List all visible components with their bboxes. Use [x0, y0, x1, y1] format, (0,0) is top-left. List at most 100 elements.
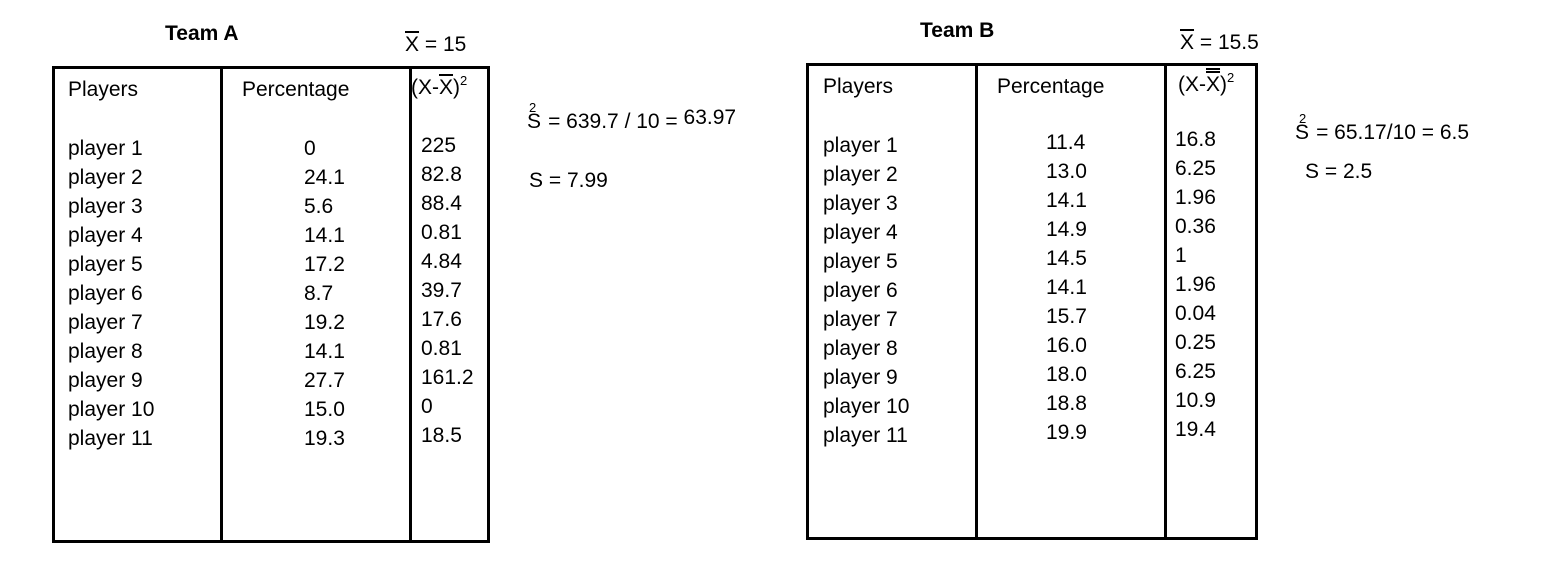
team-a-header-percentage: Percentage	[242, 78, 350, 101]
list-item: 1.96	[1175, 186, 1216, 209]
team-a-mean: X = 15	[405, 33, 466, 57]
list-item: 13.0	[1046, 160, 1087, 183]
list-item: 0	[421, 395, 433, 418]
list-item: 1	[1175, 244, 1187, 267]
team-a-header-deviation: (X-X)2	[411, 73, 468, 99]
list-item: 19.4	[1175, 418, 1216, 441]
list-item: player 10	[823, 395, 910, 418]
list-item: 0	[304, 137, 316, 160]
list-item: 1.96	[1175, 273, 1216, 296]
list-item: 24.1	[304, 166, 345, 189]
list-item: player 3	[823, 192, 898, 215]
team-a-title: Team A	[165, 22, 239, 45]
team-b-variance-symbol: S	[1295, 121, 1310, 144]
list-item: 17.6	[421, 308, 462, 331]
list-item: 16.0	[1046, 334, 1087, 357]
list-item: player 5	[68, 253, 143, 276]
list-item: player 2	[823, 163, 898, 186]
team-b-players-column: player 1 player 2 player 3 player 4 play…	[823, 131, 973, 450]
team-b-variance-equation: = 65.17/10 = 6.5	[1310, 121, 1470, 144]
team-b-header-deviation-sup: 2	[1227, 70, 1235, 85]
team-a-percentage-column: 0 24.1 5.6 14.1 17.2 8.7 19.2 14.1 27.7 …	[304, 134, 404, 453]
list-item: 0.04	[1175, 302, 1216, 325]
team-a-standard-deviation: S = 7.99	[529, 169, 608, 192]
team-a-variance-symbol: S	[527, 110, 542, 133]
list-item: 0.25	[1175, 331, 1216, 354]
team-a-players-column: player 1 player 2 player 3 player 4 play…	[68, 134, 218, 453]
list-item: 18.0	[1046, 363, 1087, 386]
team-b-mean-symbol: X	[1180, 31, 1195, 54]
team-a-variance-equation: = 639.7 / 10 =	[542, 110, 684, 133]
team-a-header-players: Players	[68, 78, 139, 101]
team-b-mean-value: = 15.5	[1194, 31, 1259, 54]
list-item: 15.7	[1046, 305, 1087, 328]
list-item: player 10	[68, 398, 155, 421]
list-item: player 9	[68, 369, 143, 392]
team-b-column-divider-2	[1164, 63, 1167, 540]
list-item: player 6	[823, 279, 898, 302]
list-item: 10.9	[1175, 389, 1216, 412]
list-item: player 3	[68, 195, 143, 218]
list-item: player 9	[823, 366, 898, 389]
list-item: player 8	[68, 340, 143, 363]
list-item: player 2	[68, 166, 143, 189]
list-item: player 5	[823, 250, 898, 273]
list-item: 14.1	[304, 340, 345, 363]
team-a-variance: S2 = 639.7 / 10 = 63.97	[527, 100, 736, 134]
list-item: 0.81	[421, 221, 462, 244]
list-item: player 6	[68, 282, 143, 305]
team-a-mean-symbol: X	[405, 33, 420, 56]
team-b-title: Team B	[920, 19, 995, 42]
team-a-mean-value: = 15	[419, 33, 467, 56]
list-item: 4.84	[421, 250, 462, 273]
team-b-variance: S2 = 65.17/10 = 6.5	[1295, 111, 1470, 145]
list-item: player 11	[823, 424, 908, 447]
team-a-table	[52, 66, 490, 543]
team-b-column-divider-1	[975, 63, 978, 540]
team-b-header-players: Players	[823, 75, 894, 98]
list-item: 16.8	[1175, 128, 1216, 151]
list-item: 0.36	[1175, 215, 1216, 238]
team-b-variance-sup: 2	[1299, 111, 1307, 126]
list-item: 14.1	[1046, 189, 1087, 212]
list-item: 6.25	[1175, 360, 1216, 383]
list-item: 161.2	[421, 366, 474, 389]
list-item: 88.4	[421, 192, 462, 215]
team-b-mean: X = 15.5	[1180, 31, 1259, 55]
list-item: 8.7	[304, 282, 334, 305]
list-item: 0.81	[421, 337, 462, 360]
list-item: 39.7	[421, 279, 462, 302]
list-item: 11.4	[1046, 131, 1086, 154]
team-b-header-deviation: (X-X)2	[1178, 70, 1235, 96]
list-item: player 1	[68, 137, 143, 160]
list-item: player 4	[823, 221, 898, 244]
team-a-variance-result: 63.97	[683, 106, 737, 129]
list-item: 14.9	[1046, 218, 1087, 241]
list-item: player 7	[68, 311, 143, 334]
list-item: 17.2	[304, 253, 345, 276]
list-item: player 8	[823, 337, 898, 360]
team-b-header-percentage: Percentage	[997, 75, 1105, 98]
list-item: 18.5	[421, 424, 462, 447]
list-item: 14.1	[1046, 276, 1087, 299]
list-item: 82.8	[421, 163, 462, 186]
list-item: 14.1	[304, 224, 345, 247]
list-item: player 4	[68, 224, 143, 247]
team-a-deviation-column: 225 82.8 88.4 0.81 4.84 39.7 17.6 0.81 1…	[421, 131, 487, 450]
team-a-header-deviation-sup: 2	[460, 73, 468, 88]
team-b-standard-deviation: S = 2.5	[1305, 160, 1373, 183]
list-item: 19.3	[304, 427, 345, 450]
list-item: player 11	[68, 427, 153, 450]
list-item: 15.0	[304, 398, 345, 421]
list-item: 27.7	[304, 369, 345, 392]
team-b-percentage-column: 11.4 13.0 14.1 14.9 14.5 14.1 15.7 16.0 …	[1046, 128, 1146, 447]
list-item: 14.5	[1046, 247, 1087, 270]
list-item: player 1	[823, 134, 898, 157]
team-b-header-deviation-mean: X	[1206, 73, 1221, 96]
team-a-variance-sup: 2	[529, 100, 537, 115]
list-item: 19.9	[1046, 421, 1087, 444]
team-a-column-divider-2	[409, 66, 412, 543]
list-item: 5.6	[304, 195, 334, 218]
team-a-column-divider-1	[220, 66, 223, 543]
team-a-header-deviation-mean: X	[439, 76, 454, 99]
